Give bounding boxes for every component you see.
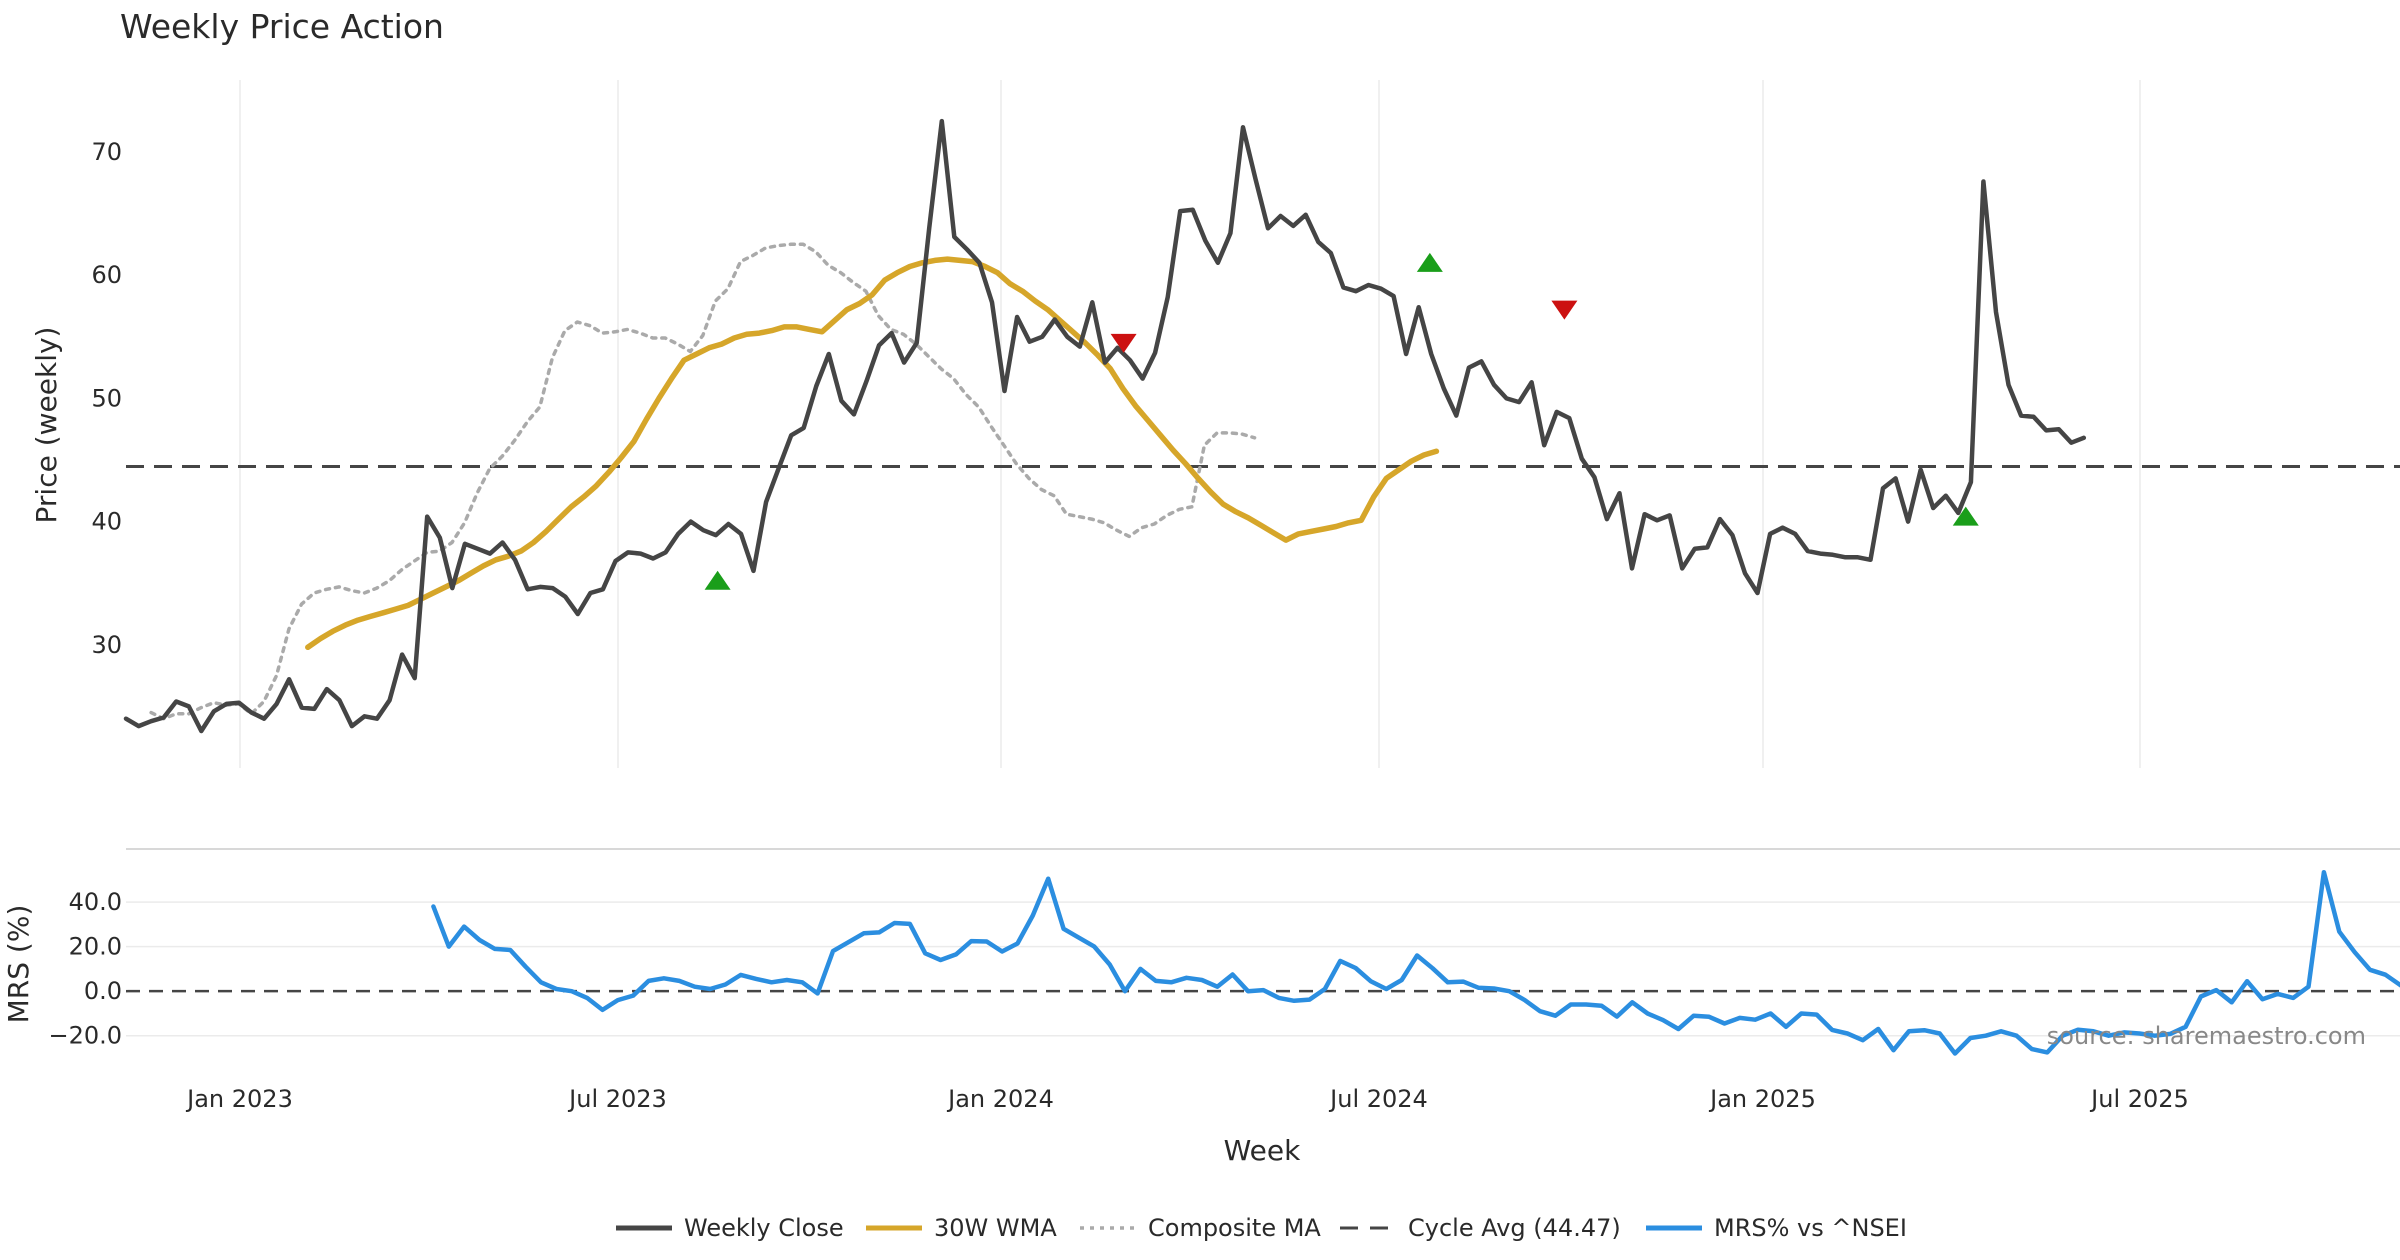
wma-30w-line bbox=[305, 256, 1440, 651]
legend: Weekly Close 30W WMA Composite MA Cycle Avg… bbox=[616, 1214, 1907, 1242]
price-y-tick-label: 70 bbox=[91, 138, 122, 166]
legend-label: 30W WMA bbox=[934, 1214, 1057, 1242]
mrs-y-tick-label: 20.0 bbox=[69, 933, 122, 961]
mrs-y-ticks: 40.0 20.0 0.0 −20.0 bbox=[48, 888, 122, 1050]
mrs-gridlines bbox=[126, 901, 2400, 1037]
legend-item: Cycle Avg (44.47) bbox=[1340, 1214, 1621, 1242]
x-tick-label: Jul 2023 bbox=[567, 1085, 667, 1113]
signal-markers bbox=[704, 252, 1979, 590]
sell-signal-marker bbox=[1110, 333, 1137, 353]
chart-title: Weekly Price Action bbox=[120, 7, 444, 46]
legend-item: Composite MA bbox=[1080, 1214, 1321, 1242]
price-y-tick-label: 40 bbox=[91, 508, 122, 536]
x-axis-title: Week bbox=[1224, 1134, 1301, 1167]
price-y-tick-label: 50 bbox=[91, 384, 122, 412]
legend-item: Weekly Close bbox=[616, 1214, 844, 1242]
legend-item: 30W WMA bbox=[866, 1214, 1057, 1242]
mrs-line bbox=[431, 869, 2400, 1056]
x-axis-ticks: Jan 2023 Jul 2023 Jan 2024 Jul 2024 Jan 2025… bbox=[185, 1085, 2189, 1113]
legend-label: MRS% vs ^NSEI bbox=[1714, 1214, 1907, 1242]
legend-label: Cycle Avg (44.47) bbox=[1408, 1214, 1621, 1242]
mrs-y-axis-title: MRS (%) bbox=[2, 905, 35, 1024]
mrs-y-tick-label: −20.0 bbox=[48, 1022, 122, 1050]
x-tick-label: Jan 2024 bbox=[946, 1085, 1054, 1113]
composite-ma-line bbox=[149, 242, 1257, 721]
mrs-y-tick-label: 40.0 bbox=[69, 888, 122, 916]
price-y-axis-title: Price (weekly) bbox=[30, 327, 63, 524]
weekly-close-line bbox=[123, 118, 2087, 734]
buy-signal-marker bbox=[704, 570, 731, 590]
sell-signal-marker bbox=[1551, 300, 1578, 320]
source-annotation: source: sharemaestro.com bbox=[2047, 1022, 2366, 1050]
price-y-tick-label: 30 bbox=[91, 631, 122, 659]
x-tick-label: Jul 2024 bbox=[1328, 1085, 1428, 1113]
price-gridlines bbox=[239, 80, 2141, 768]
x-tick-label: Jan 2025 bbox=[1708, 1085, 1816, 1113]
x-tick-label: Jan 2023 bbox=[185, 1085, 293, 1113]
mrs-y-tick-label: 0.0 bbox=[84, 977, 122, 1005]
legend-item: MRS% vs ^NSEI bbox=[1646, 1214, 1907, 1242]
legend-label: Weekly Close bbox=[684, 1214, 844, 1242]
price-y-ticks: 30 40 50 60 70 bbox=[91, 138, 122, 659]
price-y-tick-label: 60 bbox=[91, 261, 122, 289]
buy-signal-marker bbox=[1952, 506, 1979, 526]
buy-signal-marker bbox=[1416, 252, 1443, 272]
legend-label: Composite MA bbox=[1148, 1214, 1321, 1242]
x-tick-label: Jul 2025 bbox=[2089, 1085, 2189, 1113]
